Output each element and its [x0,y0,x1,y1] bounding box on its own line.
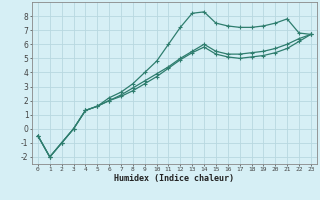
X-axis label: Humidex (Indice chaleur): Humidex (Indice chaleur) [115,174,234,183]
